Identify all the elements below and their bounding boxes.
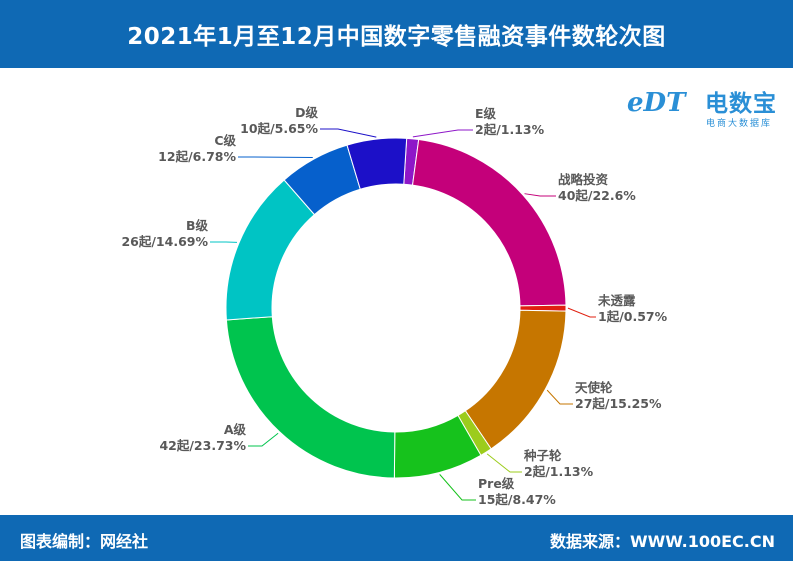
footer-source: 数据来源：WWW.100EC.CN [549, 532, 775, 551]
logo-mark: eDT [627, 88, 686, 118]
slice-label-name-3: 天使轮 [575, 380, 613, 395]
logo-subtitle: 电商大数据库 [706, 119, 773, 129]
leader-line-6 [248, 432, 279, 447]
slice-label-value-4: 2起/1.13% [524, 464, 594, 479]
slice-7 [225, 179, 316, 321]
slice-label-value-0: 2起/1.13% [475, 122, 545, 137]
slice-1 [411, 138, 567, 307]
slice-label-value-3: 27起/15.25% [575, 396, 662, 411]
slice-label-name-7: B级 [186, 218, 209, 233]
slice-label-value-5: 15起/8.47% [478, 492, 556, 507]
slice-label-value-2: 1起/0.57% [598, 309, 668, 324]
footer-credit: 图表编制：网经社 [20, 532, 149, 551]
slice-9 [346, 137, 408, 190]
slice-label-name-6: A级 [224, 422, 247, 437]
leader-line-3 [546, 389, 573, 405]
slice-label-name-1: 战略投资 [558, 172, 609, 187]
leader-line-9 [320, 128, 377, 138]
slice-label-name-0: E级 [475, 106, 497, 121]
leader-line-4 [486, 453, 522, 473]
slice-label-name-4: 种子轮 [523, 448, 562, 463]
slice-label-value-6: 42起/23.73% [159, 438, 246, 453]
leader-line-5 [439, 474, 476, 501]
logo-name: 电数宝 [705, 91, 777, 117]
logo: eDT 电数宝 电商大数据库 [627, 76, 789, 134]
leader-line-0 [412, 129, 473, 138]
slice-label-value-8: 12起/6.78% [158, 149, 236, 164]
slice-label-value-9: 10起/5.65% [240, 121, 318, 136]
slice-label-name-9: D级 [295, 105, 318, 120]
page-title: 2021年1月至12月中国数字零售融资事件数轮次图 [127, 24, 666, 50]
slice-label-name-2: 未透露 [597, 293, 636, 308]
leader-line-1 [524, 193, 556, 197]
slice-3 [464, 309, 567, 450]
footer-bar: 图表编制：网经社 数据来源：WWW.100EC.CN [0, 515, 793, 561]
slice-label-value-7: 26起/14.69% [121, 234, 208, 249]
slice-label-value-1: 40起/22.6% [558, 188, 636, 203]
leader-line-2 [567, 307, 596, 318]
header-bar: 2021年1月至12月中国数字零售融资事件数轮次图 [0, 0, 793, 68]
slice-label-name-5: Pre级 [478, 476, 515, 491]
slice-label-name-8: C级 [214, 133, 236, 148]
slice-6 [225, 316, 396, 479]
